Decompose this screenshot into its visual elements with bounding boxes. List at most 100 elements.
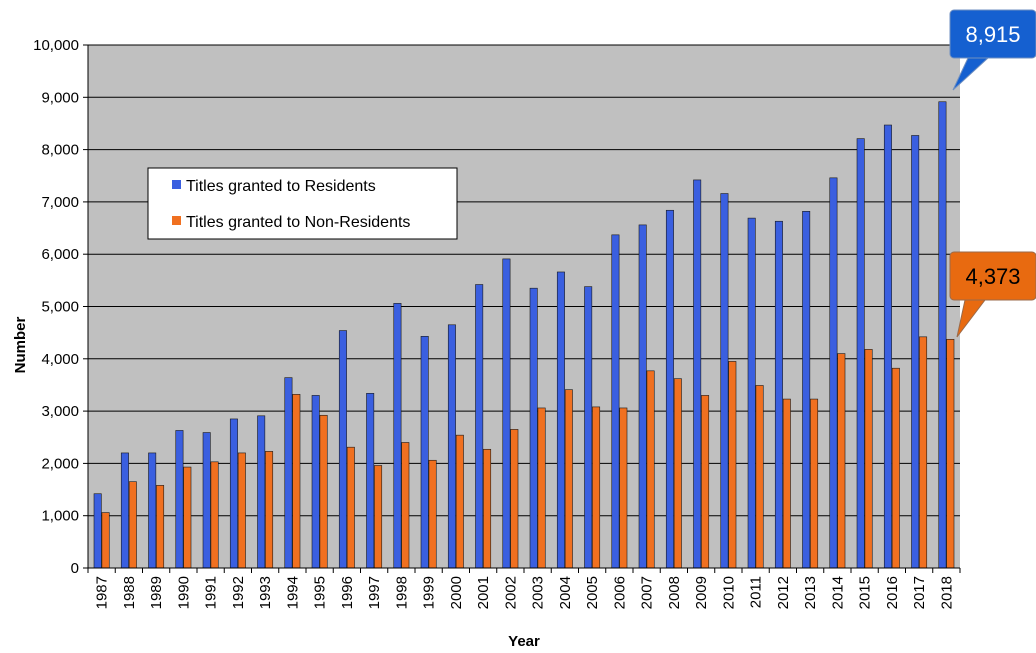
callout-box-residents [949, 9, 1036, 59]
bar-non-residents-2003 [537, 407, 546, 569]
bar-non-residents-1991 [210, 461, 219, 569]
bar-non-residents-2006 [619, 407, 628, 569]
x-tick-label: 2010 [720, 576, 737, 609]
bar-residents-1995 [311, 395, 320, 569]
bar-non-residents-2010 [728, 361, 737, 569]
x-tick-label: 1993 [257, 576, 274, 609]
bar-residents-1987 [93, 493, 102, 569]
y-tick-label: 1,000 [41, 508, 79, 525]
bar-non-residents-1992 [237, 452, 246, 569]
bar-residents-1992 [229, 418, 238, 569]
bar-residents-1997 [366, 393, 375, 569]
bar-non-residents-1987 [101, 512, 110, 569]
bar-residents-1996 [338, 330, 347, 569]
callout-label-residents: 8,915 [965, 22, 1020, 47]
legend: Titles granted to Residents Titles grant… [147, 167, 458, 240]
x-tick-label: 1990 [175, 576, 192, 609]
bar-residents-2008 [665, 209, 674, 569]
x-axis: 1987 1988 1989 1990 1991 1992 1993 1994 1995 1996… [87, 567, 961, 609]
bar-non-residents-1997 [374, 465, 383, 569]
bar-non-residents-2012 [782, 398, 791, 569]
legend-box [147, 167, 458, 240]
x-tick-label: 2008 [666, 576, 683, 609]
x-tick-label: 2015 [857, 576, 874, 609]
bar-non-residents-1999 [428, 459, 437, 569]
bar-non-residents-2007 [646, 370, 655, 569]
gridlines [88, 44, 960, 517]
bar-non-residents-2002 [510, 429, 519, 569]
x-tick-label: 1995 [312, 576, 329, 609]
y-tick-label: 8,000 [41, 142, 79, 159]
bar-residents-1998 [393, 303, 402, 569]
bar-residents-2004 [556, 271, 565, 569]
x-tick-label: 2009 [693, 576, 710, 609]
bar-non-residents-2000 [455, 434, 464, 569]
x-tick-label: 2014 [829, 576, 846, 609]
bar-non-residents-1994 [292, 394, 301, 569]
x-tick-label: 2016 [884, 576, 901, 609]
x-tick-label: 2006 [611, 576, 628, 609]
bar-residents-2015 [856, 138, 865, 569]
callout-box-non-residents [949, 251, 1036, 301]
y-tick-label: 7,000 [41, 194, 79, 211]
bar-non-residents-2005 [592, 406, 601, 569]
y-axis-title: Number [12, 317, 29, 374]
bar-non-residents-2017 [919, 336, 928, 569]
bar-residents-2011 [747, 217, 756, 569]
bar-residents-2009 [693, 179, 702, 569]
bar-residents-2016 [883, 124, 892, 569]
bar-residents-2012 [774, 220, 783, 569]
bar-residents-1991 [202, 432, 211, 569]
legend-swatch-residents [172, 180, 181, 189]
y-tick-label: 2,000 [41, 455, 79, 472]
x-tick-label: 1988 [121, 576, 138, 609]
bar-non-residents-2018 [946, 338, 955, 569]
bar-non-residents-2009 [701, 395, 710, 569]
x-tick-label: 2000 [448, 576, 465, 609]
bar-non-residents-2013 [810, 398, 819, 569]
y-tick-label: 0 [71, 560, 79, 577]
x-tick-label: 1996 [339, 576, 356, 609]
x-tick-label: 2017 [911, 576, 928, 609]
x-tick-label: 2002 [502, 576, 519, 609]
bar-non-residents-1989 [156, 485, 165, 569]
bar-residents-1993 [257, 415, 266, 569]
bar-residents-1990 [175, 430, 184, 569]
bar-residents-2005 [584, 286, 593, 569]
x-tick-label: 1998 [393, 576, 410, 609]
bar-non-residents-1998 [401, 442, 410, 569]
bar-residents-2017 [911, 135, 920, 569]
bar-non-residents-1988 [128, 481, 137, 569]
bar-non-residents-2001 [483, 448, 492, 569]
x-axis-title: Year [508, 633, 540, 650]
y-tick-label: 3,000 [41, 403, 79, 420]
x-tick-label: 1999 [421, 576, 438, 609]
bar-residents-2014 [829, 177, 838, 569]
bar-non-residents-2008 [673, 378, 682, 569]
bar-non-residents-2016 [891, 367, 900, 569]
y-axis: 0 1,000 2,000 3,000 4,000 5,000 6,000 7,000 8,00… [33, 37, 89, 577]
bar-residents-2006 [611, 234, 620, 569]
x-tick-label: 1994 [284, 576, 301, 609]
bar-residents-2007 [638, 224, 647, 569]
x-tick-label: 2012 [775, 576, 792, 609]
y-tick-label: 6,000 [41, 246, 79, 263]
bar-residents-2013 [802, 211, 811, 569]
bar-residents-1999 [420, 336, 429, 569]
y-tick-label: 5,000 [41, 299, 79, 316]
legend-label-non-residents: Titles granted to Non-Residents [186, 214, 410, 231]
bar-residents-1988 [120, 452, 129, 569]
x-tick-label: 1992 [230, 576, 247, 609]
bar-residents-2002 [502, 258, 511, 569]
bar-non-residents-2015 [864, 349, 873, 569]
legend-label-residents: Titles granted to Residents [186, 178, 376, 195]
x-tick-label: 1989 [148, 576, 165, 609]
bar-non-residents-1993 [265, 451, 274, 569]
x-tick-label: 2003 [530, 576, 547, 609]
bar-non-residents-1995 [319, 414, 328, 569]
callout-label-non-residents: 4,373 [965, 264, 1020, 289]
x-tick-label: 1997 [366, 576, 383, 609]
x-tick-label: 2007 [639, 576, 656, 609]
x-tick-label: 1991 [203, 576, 220, 609]
